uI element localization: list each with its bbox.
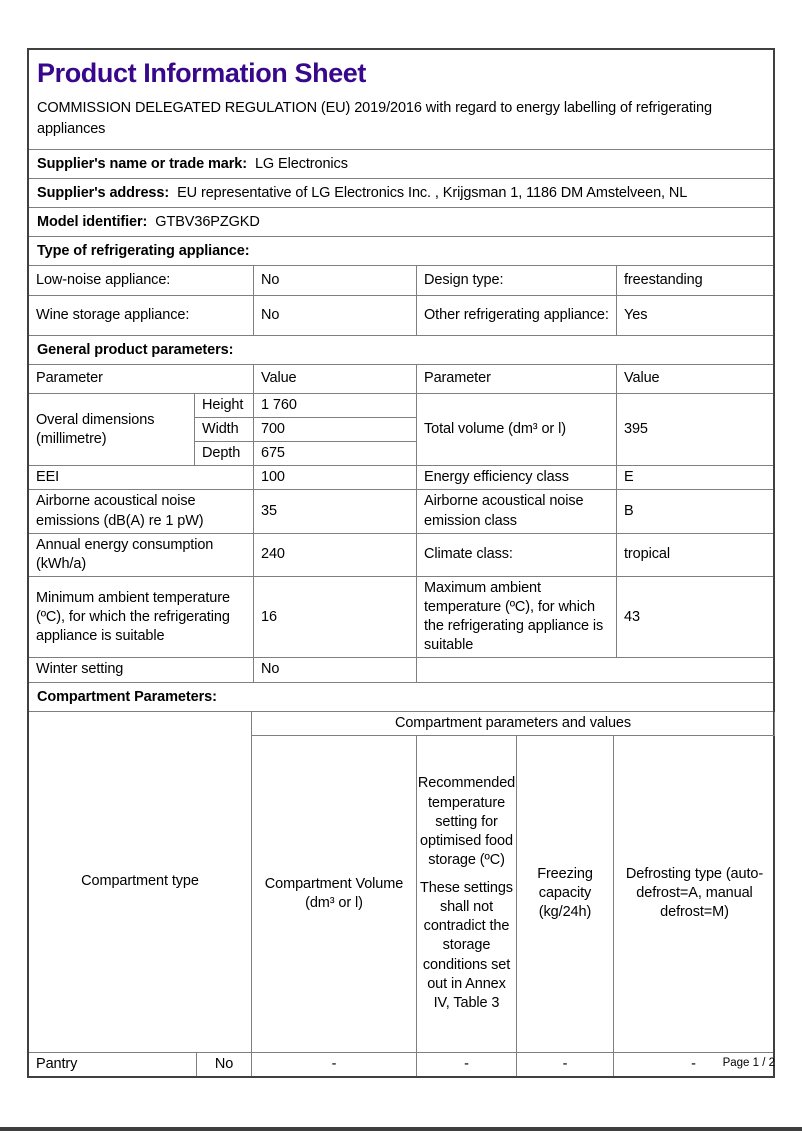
dimension-value-cell: 700	[261, 421, 285, 438]
value-cell: 395	[624, 421, 648, 438]
table-row-ambient-temperature: Minimum ambient temperature (ºC), for wh…	[29, 576, 773, 659]
temperature-header-line1: Recommended temperature setting for opti…	[417, 775, 516, 868]
table-header-row: Parameter Value Parameter Value	[29, 364, 773, 394]
value-cell: No	[254, 295, 417, 335]
value-cell: 43	[624, 608, 640, 625]
value-cell: E	[624, 469, 634, 486]
param-cell: Energy efficiency class	[417, 466, 617, 490]
value-cell: B	[624, 503, 634, 520]
value-cell: 240	[254, 533, 417, 576]
value-cell: Yes	[624, 306, 648, 323]
dimensions-label-cell: Overal dimensions (millimetre)	[29, 393, 195, 466]
dimension-width-row: Width 700	[195, 418, 416, 443]
supplier-address-value: EU representative of LG Electronics Inc.…	[177, 184, 688, 201]
table-row-low-noise: Low-noise appliance: No Design type: fre…	[29, 265, 773, 296]
param-cell: Wine storage appliance:	[29, 295, 254, 335]
compartment-volume-header-cell: Compartment Volume (dm³ or l)	[252, 735, 417, 1052]
param-cell: Climate class:	[417, 533, 617, 576]
dimension-key-cell: Width	[195, 418, 254, 442]
dimension-key-cell: Depth	[195, 442, 254, 466]
param-cell: Airborne acoustical noise emission class	[417, 490, 617, 533]
compartment-type-header-cell: Compartment type	[29, 711, 252, 1052]
value-cell: No	[254, 265, 417, 295]
value-cell: 35	[254, 490, 417, 533]
column-header: Value	[254, 364, 417, 393]
compartment-freezing-cell: -	[517, 1052, 614, 1076]
dimension-key-cell: Height	[195, 393, 254, 418]
title-block: Product Information Sheet COMMISSION DEL…	[29, 50, 773, 150]
dimensions-subtable: Height 1 760 Width 700 Depth 675	[195, 393, 417, 466]
param-cell: Annual energy consumption (kWh/a)	[29, 533, 254, 576]
table-row-energy: Annual energy consumption (kWh/a) 240 Cl…	[29, 533, 773, 577]
supplier-address-row: Supplier's address: EU representative of…	[29, 179, 773, 208]
compartment-section-heading: Compartment Parameters:	[29, 683, 773, 712]
param-cell: Other refrigerating appliance:	[417, 295, 617, 335]
param-cell: Low-noise appliance:	[29, 265, 254, 295]
supplier-name-value: LG Electronics	[254, 155, 348, 172]
param-cell: Maximum ambient temperature (ºC), for wh…	[417, 576, 617, 658]
recommended-temperature-header-cell: Recommended temperature setting for opti…	[417, 735, 517, 1052]
regulation-text: COMMISSION DELEGATED REGULATION (EU) 201…	[37, 100, 712, 137]
window-bottom-edge	[0, 1127, 802, 1131]
param-cell: Winter setting	[29, 658, 254, 682]
dimension-value-cell: 675	[261, 445, 285, 462]
freezing-capacity-header-cell: Freezing capacity (kg/24h)	[517, 735, 614, 1052]
model-identifier-label: Model identifier:	[37, 213, 148, 230]
product-information-sheet: Product Information Sheet COMMISSION DEL…	[27, 48, 775, 1078]
compartment-subheaders: Compartment Volume (dm³ or l) Recommende…	[252, 735, 775, 1052]
supplier-name-row: Supplier's name or trade mark: LG Electr…	[29, 150, 773, 179]
param-cell: EEI	[29, 466, 254, 490]
dimension-height-row: Height 1 760	[195, 393, 416, 419]
table-row-winter-setting: Winter setting No	[29, 658, 773, 683]
column-header: Parameter	[29, 364, 254, 393]
param-cell: Design type:	[417, 265, 617, 295]
compartment-type-cell: Pantry	[29, 1052, 197, 1076]
value-cell: 100	[254, 466, 417, 490]
table-row-eei: EEI 100 Energy efficiency class E	[29, 466, 773, 491]
param-cell: Minimum ambient temperature (ºC), for wh…	[29, 576, 254, 658]
value-cell: 16	[254, 576, 417, 658]
column-header: Value	[624, 370, 660, 387]
table-row-pantry: Pantry No - - - -	[29, 1052, 773, 1076]
defrosting-type-header-cell: Defrosting type (auto-defrost=A, manual …	[625, 865, 764, 921]
type-section-heading: Type of refrigerating appliance:	[29, 237, 773, 266]
compartment-header-right: Compartment parameters and values Compar…	[252, 711, 775, 1052]
general-section-heading: General product parameters:	[29, 336, 773, 365]
param-cell: Total volume (dm³ or l)	[417, 393, 617, 466]
compartment-temperature-cell: -	[417, 1052, 517, 1076]
model-identifier-row: Model identifier: GTBV36PZGKD	[29, 208, 773, 237]
compartment-table-header: Compartment type Compartment parameters …	[29, 711, 775, 1053]
compartment-volume-cell: -	[252, 1052, 417, 1076]
value-cell: tropical	[624, 546, 670, 563]
table-row-dimensions: Overal dimensions (millimetre) Height 1 …	[29, 393, 773, 467]
column-header: Parameter	[417, 364, 617, 393]
temperature-header-line2: These settings shall not contradict the …	[420, 880, 513, 1011]
model-identifier-value: GTBV36PZGKD	[155, 213, 260, 230]
table-row-noise: Airborne acoustical noise emissions (dB(…	[29, 490, 773, 534]
supplier-address-label: Supplier's address:	[37, 184, 170, 201]
table-row-wine-storage: Wine storage appliance: No Other refrige…	[29, 295, 773, 336]
compartment-group-header-cell: Compartment parameters and values	[252, 711, 775, 736]
page-number: Page 1 / 2	[722, 1057, 775, 1069]
compartment-defrost-cell: -	[691, 1055, 696, 1072]
compartment-present-cell: No	[197, 1052, 252, 1076]
page-title: Product Information Sheet	[37, 58, 367, 88]
value-cell: freestanding	[624, 271, 703, 288]
dimension-value-cell: 1 760	[261, 396, 297, 413]
param-cell: Airborne acoustical noise emissions (dB(…	[29, 490, 254, 533]
supplier-name-label: Supplier's name or trade mark:	[37, 155, 247, 172]
empty-cell	[417, 658, 773, 681]
value-cell: No	[254, 658, 417, 682]
dimension-depth-row: Depth 675	[195, 442, 416, 466]
